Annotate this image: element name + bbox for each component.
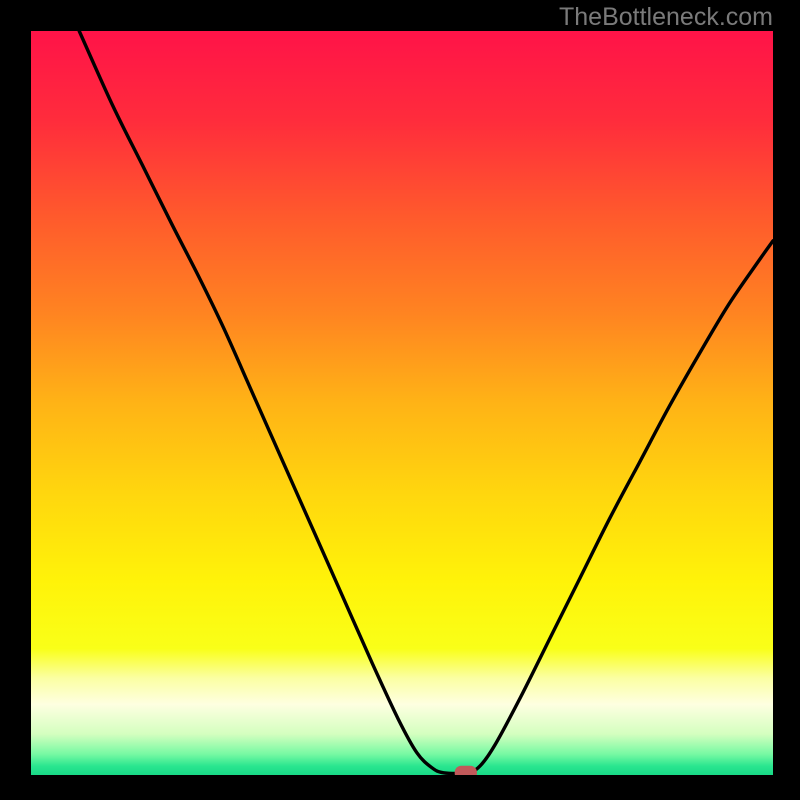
plot-area	[31, 31, 773, 775]
chart-background	[31, 31, 773, 775]
optimal-point-marker	[455, 766, 477, 775]
bottleneck-curve-chart	[31, 31, 773, 775]
chart-frame: TheBottleneck.com	[0, 0, 800, 800]
watermark-text: TheBottleneck.com	[559, 3, 773, 32]
